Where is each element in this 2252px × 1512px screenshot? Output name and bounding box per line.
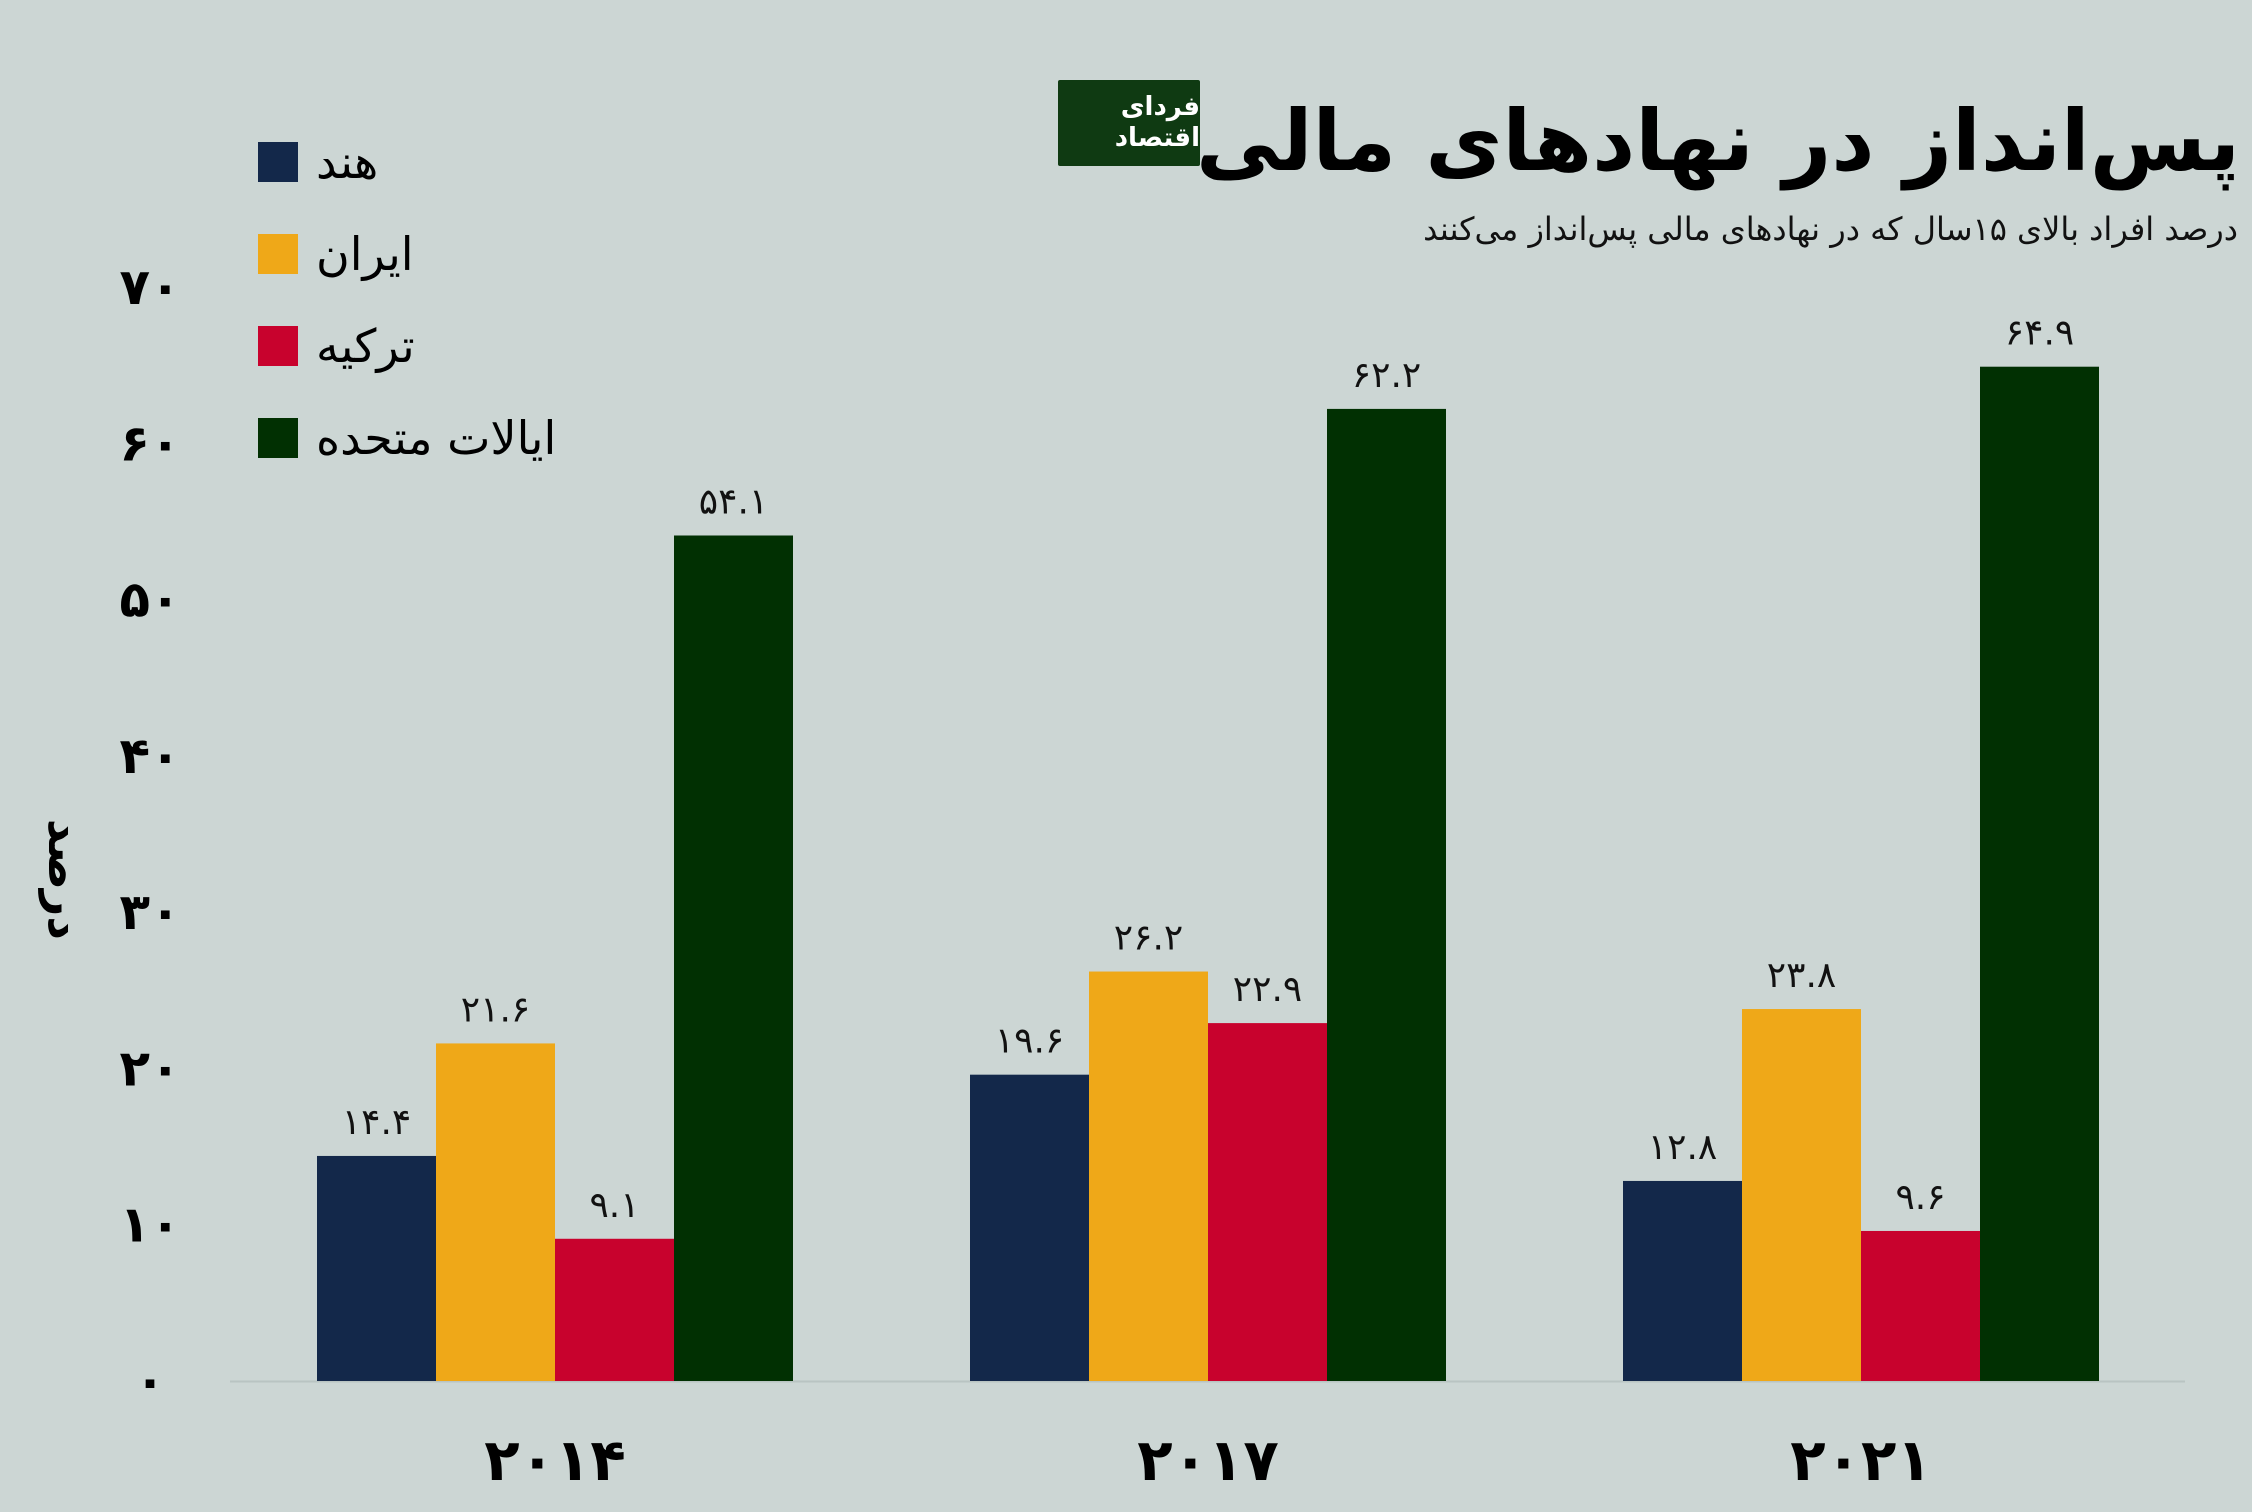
x-tick-label: ۲۰۲۱ [1790, 1426, 1932, 1494]
bar [1742, 1009, 1861, 1381]
bar [555, 1238, 674, 1381]
bar-value-label: ۶۲.۲ [1352, 355, 1421, 396]
y-tick-label: ۰ [135, 1352, 166, 1410]
legend-label-iran: ایران [316, 227, 414, 281]
x-tick-label: ۲۰۱۴ [484, 1426, 626, 1494]
bar [1623, 1180, 1742, 1381]
legend-item-turkey: ترکیه [258, 300, 556, 392]
bar [1861, 1230, 1980, 1381]
brand-logo: فردای اقتصاد [1058, 80, 1200, 166]
legend-swatch-usa [258, 418, 298, 458]
chart-title: پس‌انداز در نهادهای مالی [1196, 92, 2240, 190]
bar-value-label: ۱۹.۶ [995, 1021, 1064, 1062]
logo-text: فردای اقتصاد [1114, 91, 1200, 153]
bar-value-label: ۱۴.۴ [342, 1102, 411, 1143]
y-tick-label: ۴۰ [119, 727, 180, 785]
y-tick-label: ۱۰ [119, 1196, 180, 1254]
y-tick-label: ۳۰ [119, 883, 180, 941]
y-tick-label: ۵۰ [119, 571, 180, 629]
y-axis-label: درصد [38, 818, 92, 940]
bar-value-label: ۲۶.۲ [1114, 918, 1183, 959]
legend: هند ایران ترکیه ایالات متحده [258, 116, 556, 484]
bar [970, 1074, 1089, 1381]
legend-swatch-turkey [258, 326, 298, 366]
legend-label-usa: ایالات متحده [316, 411, 557, 465]
bar-value-label: ۵۴.۱ [699, 481, 768, 522]
bar [1980, 366, 2099, 1382]
bar-value-label: ۹.۱ [589, 1185, 639, 1226]
legend-item-india: هند [258, 116, 556, 208]
y-tick-label: ۷۰ [119, 258, 180, 316]
bar-value-label: ۹.۶ [1895, 1177, 1945, 1218]
legend-item-usa: ایالات متحده [258, 392, 556, 484]
bar [436, 1043, 555, 1381]
bar-value-label: ۲۲.۹ [1233, 969, 1302, 1010]
bar-value-label: ۲۱.۶ [461, 989, 530, 1030]
bar [1208, 1023, 1327, 1381]
legend-swatch-india [258, 142, 298, 182]
legend-item-iran: ایران [258, 208, 556, 300]
bar [674, 535, 793, 1381]
bar-value-label: ۶۴.۹ [2005, 313, 2074, 354]
bar [1089, 971, 1208, 1381]
y-tick-label: ۶۰ [119, 414, 180, 472]
x-tick-label: ۲۰۱۷ [1137, 1426, 1279, 1494]
bar [317, 1155, 436, 1381]
legend-label-turkey: ترکیه [316, 319, 415, 373]
bar [1327, 408, 1446, 1382]
legend-label-india: هند [316, 135, 379, 189]
bar-value-label: ۲۳.۸ [1767, 955, 1836, 996]
y-tick-label: ۲۰ [119, 1039, 180, 1097]
bar-value-label: ۱۲.۸ [1648, 1127, 1717, 1168]
legend-swatch-iran [258, 234, 298, 274]
chart-subtitle: درصد افراد بالای ۱۵سال که در نهادهای مال… [1423, 210, 2238, 248]
